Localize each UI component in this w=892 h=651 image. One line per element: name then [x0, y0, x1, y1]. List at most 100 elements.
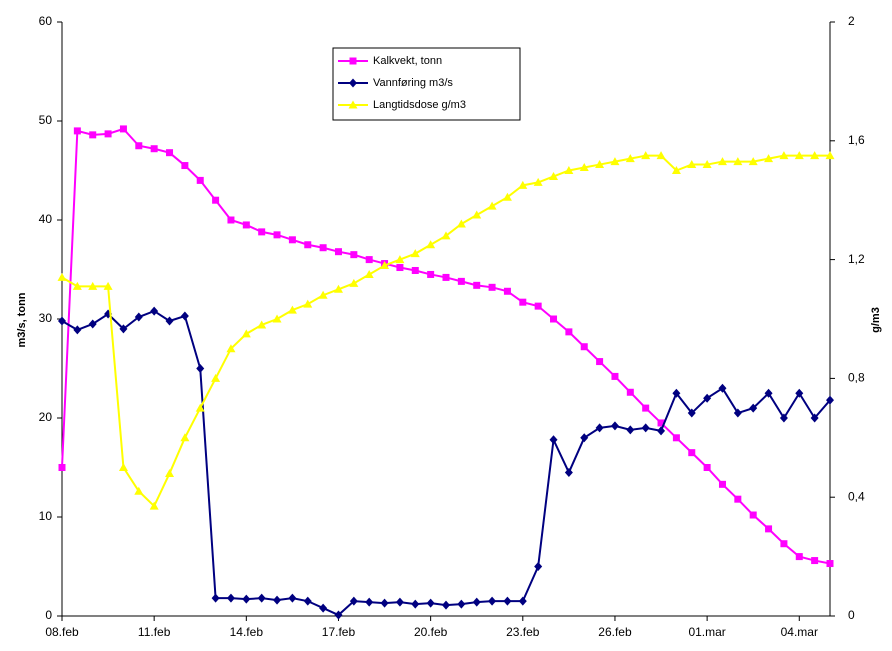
- marker: [779, 413, 788, 423]
- marker: [702, 160, 712, 169]
- marker: [349, 57, 357, 65]
- marker: [287, 305, 297, 314]
- marker: [257, 320, 267, 329]
- marker: [672, 434, 680, 442]
- marker: [550, 315, 558, 323]
- x-tick-label: 26.feb: [598, 625, 632, 639]
- marker: [257, 593, 266, 603]
- x-tick-label: 14.feb: [230, 625, 264, 639]
- y2-tick-label: 1,6: [848, 133, 865, 147]
- y2-tick-label: 2: [848, 14, 855, 28]
- legend-label: Vannføring m3/s: [373, 77, 453, 89]
- marker: [258, 228, 266, 236]
- marker: [73, 127, 81, 135]
- y2-tick-label: 0,4: [848, 489, 865, 503]
- legend-label: Langtidsdose g/m3: [373, 99, 466, 111]
- x-tick-label: 08.feb: [45, 625, 79, 639]
- marker: [304, 241, 312, 249]
- marker: [426, 240, 436, 249]
- marker: [626, 425, 635, 435]
- series: [58, 125, 834, 568]
- series-line: [61, 154, 830, 508]
- marker: [272, 314, 282, 323]
- marker: [88, 319, 97, 329]
- marker: [241, 329, 251, 338]
- marker: [242, 221, 250, 229]
- marker: [288, 593, 297, 603]
- marker: [380, 261, 390, 270]
- marker: [826, 560, 834, 568]
- marker: [73, 325, 82, 335]
- marker: [442, 273, 450, 281]
- marker: [134, 486, 144, 495]
- y2-tick-label: 1,2: [848, 252, 865, 266]
- marker: [427, 270, 435, 278]
- marker: [242, 594, 251, 604]
- x-tick-label: 01.mar: [688, 625, 725, 639]
- marker: [319, 603, 328, 613]
- y-tick-label: 20: [39, 410, 53, 424]
- marker: [57, 272, 67, 281]
- marker: [734, 495, 742, 503]
- marker: [318, 290, 328, 299]
- x-tick-label: 20.feb: [414, 625, 448, 639]
- marker: [519, 298, 527, 306]
- marker: [227, 216, 235, 224]
- marker: [811, 557, 819, 565]
- marker: [703, 393, 712, 403]
- marker: [733, 157, 743, 166]
- marker: [195, 403, 205, 412]
- marker: [780, 540, 788, 548]
- marker: [411, 266, 419, 274]
- marker: [795, 553, 803, 561]
- marker: [610, 157, 620, 166]
- marker: [656, 151, 666, 160]
- marker: [334, 248, 342, 256]
- marker: [779, 151, 789, 160]
- marker: [518, 596, 527, 606]
- series: [57, 151, 835, 510]
- marker: [564, 467, 573, 477]
- marker: [212, 196, 220, 204]
- marker: [349, 278, 359, 287]
- marker: [534, 562, 543, 571]
- marker: [334, 610, 343, 620]
- x-tick-label: 11.feb: [138, 625, 171, 639]
- x-tick-label: 17.feb: [322, 625, 356, 639]
- marker: [411, 599, 420, 609]
- y2-tick-label: 0: [848, 608, 855, 622]
- marker: [180, 311, 189, 321]
- marker: [472, 597, 481, 607]
- y-tick-label: 60: [39, 14, 53, 28]
- marker: [580, 433, 589, 443]
- marker: [58, 316, 66, 326]
- marker: [473, 281, 481, 289]
- marker: [134, 312, 143, 322]
- marker: [518, 180, 528, 189]
- marker: [119, 324, 128, 334]
- marker: [565, 328, 573, 336]
- marker: [764, 388, 773, 398]
- y-tick-label: 10: [39, 509, 53, 523]
- marker: [657, 419, 665, 427]
- marker: [396, 264, 404, 272]
- marker: [611, 372, 619, 380]
- marker: [749, 511, 757, 519]
- marker: [703, 464, 711, 471]
- marker: [534, 302, 542, 310]
- marker: [503, 596, 512, 606]
- marker: [579, 163, 589, 172]
- legend: Kalkvekt, tonn Vannføring m3/s Langtidsdos…: [332, 47, 521, 121]
- y-tick-label: 50: [39, 113, 53, 127]
- series: [58, 306, 834, 620]
- marker: [488, 596, 497, 606]
- marker: [166, 149, 174, 157]
- marker: [426, 598, 435, 608]
- marker: [150, 306, 159, 316]
- marker: [319, 244, 327, 252]
- x-tick-label: 23.feb: [506, 625, 540, 639]
- marker: [196, 364, 205, 373]
- marker: [72, 281, 82, 290]
- marker: [810, 413, 819, 423]
- marker: [165, 468, 175, 477]
